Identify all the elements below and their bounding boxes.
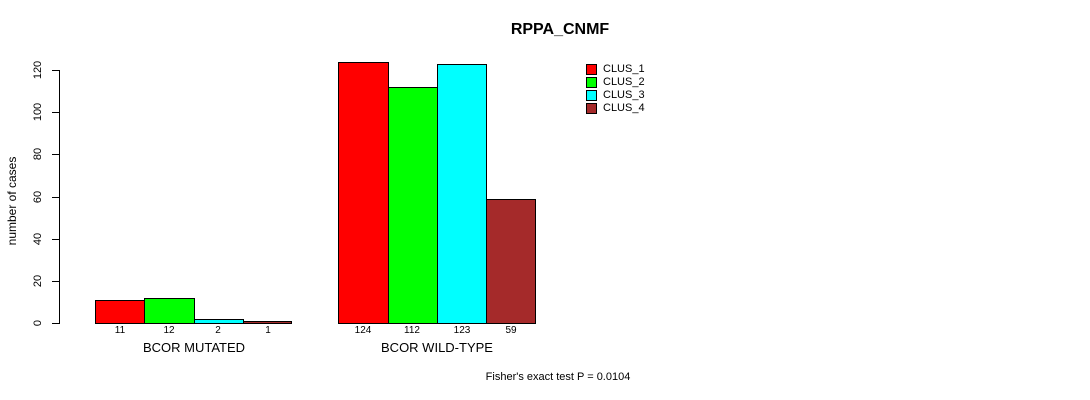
bar-value-label: 11	[114, 325, 126, 336]
bar-clus-3-bcor-mutated	[194, 319, 244, 324]
footnote-text: Fisher's exact test P = 0.0104	[485, 371, 631, 383]
bar-value-label: 124	[354, 325, 372, 336]
legend-item-label: CLUS_4	[603, 102, 645, 114]
y-axis-tick	[52, 281, 59, 282]
x-axis-category-label: BCOR MUTATED	[142, 340, 246, 355]
x-axis-category-label: BCOR WILD-TYPE	[381, 340, 493, 355]
bar-value-label: 112	[404, 325, 420, 336]
chart-title: RPPA_CNMF	[510, 21, 610, 38]
y-axis-tick-label: 120	[32, 60, 44, 80]
bar-clus-3-bcor-wild-type	[437, 64, 487, 324]
bar-value-label: 12	[163, 325, 175, 336]
bar-value-label: 59	[505, 325, 517, 336]
legend-item-label: CLUS_3	[603, 89, 645, 101]
y-axis-tick-label: 100	[32, 102, 44, 122]
legend-item-label: CLUS_2	[603, 76, 645, 88]
legend-item-label: CLUS_1	[603, 63, 645, 75]
y-axis-tick	[52, 70, 59, 71]
legend-color-swatch	[586, 64, 597, 75]
y-axis-tick-label: 20	[32, 274, 44, 288]
bar-clus-1-bcor-mutated	[95, 300, 145, 324]
bar-clus-4-bcor-wild-type	[486, 199, 536, 324]
bar-clus-2-bcor-wild-type	[388, 87, 438, 324]
y-axis-tick-label: 80	[32, 147, 44, 161]
legend-color-swatch	[586, 77, 597, 88]
y-axis-tick	[52, 154, 59, 155]
legend-color-swatch	[586, 103, 597, 114]
y-axis-tick	[52, 112, 59, 113]
y-axis-tick	[52, 323, 59, 324]
bar-value-label: 123	[453, 325, 471, 336]
bar-clus-4-bcor-mutated	[243, 321, 292, 324]
y-axis-tick	[52, 239, 59, 240]
legend-color-swatch	[586, 90, 597, 101]
y-axis-title: number of cases	[5, 156, 19, 246]
bar-value-label: 1	[265, 325, 271, 336]
y-axis-line	[59, 70, 60, 324]
bar-clus-2-bcor-mutated	[144, 298, 195, 324]
bar-value-label: 2	[215, 325, 221, 336]
y-axis-tick-label: 0	[32, 319, 44, 327]
y-axis-tick-label: 40	[32, 232, 44, 246]
y-axis-tick	[52, 197, 59, 198]
y-axis-tick-label: 60	[32, 190, 44, 204]
bar-clus-1-bcor-wild-type	[338, 62, 389, 324]
